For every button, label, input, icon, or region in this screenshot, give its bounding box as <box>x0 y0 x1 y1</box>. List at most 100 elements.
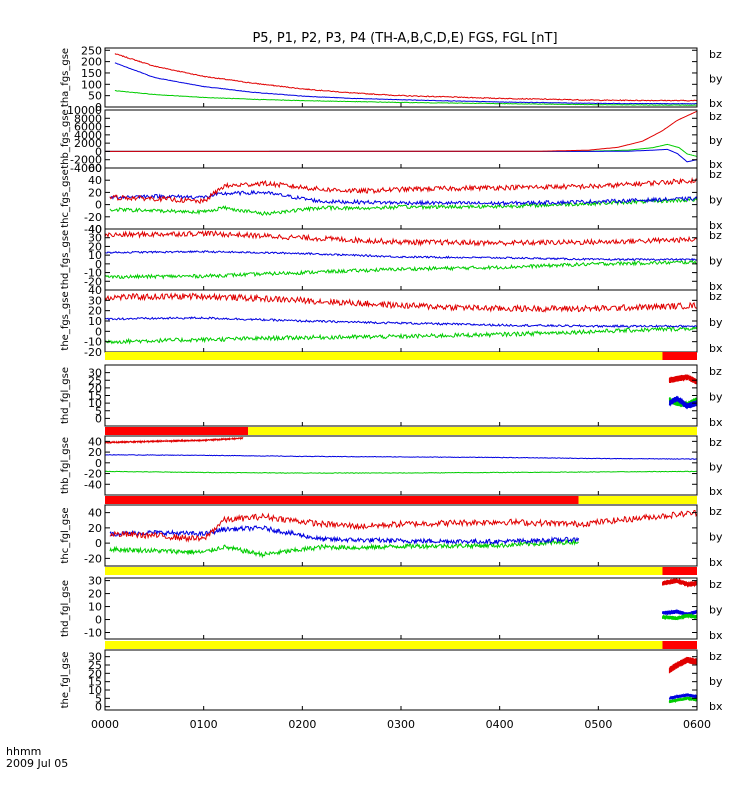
series-line-bz <box>668 374 698 385</box>
x-tick-label: 0300 <box>387 718 415 731</box>
series-label-bx: bx <box>709 416 723 429</box>
panel-frame <box>104 504 698 567</box>
series-line-by <box>104 259 698 280</box>
y-tick-label: 40 <box>88 507 102 520</box>
y-tick-label: 20 <box>88 240 102 253</box>
series-line-bz <box>104 292 698 313</box>
footer-label-hhmm: hhmm <box>6 745 41 758</box>
series-label-by: by <box>709 391 723 404</box>
y-tick-label: 8000 <box>74 112 102 125</box>
y-tick-label: 25 <box>88 374 102 387</box>
flag-segment-red <box>662 352 697 360</box>
series-line-bx <box>662 608 698 617</box>
series-line-bz <box>105 110 698 152</box>
x-tick-label: 0600 <box>683 718 711 731</box>
series-line-by <box>109 197 698 216</box>
flag-segment-red <box>105 427 249 435</box>
flag-segment-yellow <box>105 567 663 575</box>
y-tick-label: 0 <box>95 101 102 114</box>
y-axis-label: thc_fgs_gse <box>60 169 71 228</box>
y-tick-label: 30 <box>88 367 102 380</box>
series-line-bz <box>109 176 698 205</box>
y-tick-label: 0 <box>95 537 102 550</box>
y-tick-label: 10 <box>88 249 102 262</box>
series-label-by: by <box>709 531 723 544</box>
series-label-bx: bx <box>709 280 723 293</box>
flag-segment-red <box>662 641 697 649</box>
series-label-bx: bx <box>709 556 723 569</box>
y-tick-label: 0 <box>95 701 102 714</box>
y-tick-label: 200 <box>81 56 102 69</box>
flag-segment-yellow <box>248 427 698 435</box>
y-tick-label: 250 <box>81 44 102 57</box>
series-line-by <box>662 612 698 621</box>
series-label-by: by <box>709 134 723 147</box>
chart-title: P5, P1, P2, P3, P4 (TH-A,B,C,D,E) FGS, F… <box>252 31 557 46</box>
y-axis-label: thd_fgs_gse <box>60 230 71 289</box>
series-line-by <box>104 470 697 474</box>
y-tick-label: 20 <box>88 305 102 318</box>
y-tick-label: 25 <box>88 659 102 672</box>
y-tick-label: -40 <box>84 478 102 491</box>
y-tick-label: 60 <box>88 162 102 175</box>
y-tick-label: -2000 <box>70 154 102 167</box>
series-label-by: by <box>709 255 723 268</box>
series-line-bz <box>662 577 698 588</box>
y-tick-label: 0 <box>95 145 102 158</box>
footer-label-date: 2009 Jul 05 <box>6 757 68 770</box>
y-tick-label: 20 <box>88 186 102 199</box>
y-axis-label: thd_fgl_gse <box>60 367 71 424</box>
series-label-by: by <box>709 316 723 329</box>
series-line-by <box>105 143 698 157</box>
flag-segment-red <box>105 496 579 504</box>
y-tick-label: 100 <box>81 78 102 91</box>
series-label-bx: bx <box>709 158 723 171</box>
y-tick-label: 0 <box>95 325 102 338</box>
series-label-bz: bz <box>709 578 722 591</box>
y-tick-label: 40 <box>88 284 102 297</box>
series-label-by: by <box>709 194 723 207</box>
y-tick-label: 30 <box>88 232 102 245</box>
y-tick-label: 0 <box>95 412 102 425</box>
series-label-bx: bx <box>709 97 723 110</box>
y-tick-label: -20 <box>84 346 102 359</box>
series-label-bz: bz <box>709 436 722 449</box>
panel-frame <box>104 649 698 711</box>
y-tick-label: 2000 <box>74 137 102 150</box>
panel-frame <box>104 47 698 108</box>
panel-frame <box>104 289 698 353</box>
y-axis-label: the_fgs_gse <box>60 291 71 350</box>
series-label-bz: bz <box>709 650 722 663</box>
series-label-by: by <box>709 73 723 86</box>
flag-segment-yellow <box>105 641 663 649</box>
series-line-bz <box>668 656 698 674</box>
y-tick-label: -4000 <box>70 162 102 175</box>
y-tick-label: -20 <box>84 211 102 224</box>
flag-segment-red <box>662 567 697 575</box>
y-tick-label: -10 <box>84 267 102 280</box>
y-tick-label: 5 <box>95 405 102 418</box>
flag-segment-yellow <box>578 496 697 504</box>
y-tick-label: 20 <box>88 667 102 680</box>
x-tick-label: 0000 <box>91 718 119 731</box>
y-axis-label: tha_fgs_gse <box>60 48 71 107</box>
series-line-bz <box>109 510 698 543</box>
y-tick-label: 0 <box>95 457 102 470</box>
y-axis-label: thb_fgl_gse <box>60 437 71 494</box>
series-label-bx: bx <box>709 219 723 232</box>
series-line-bx <box>104 316 698 329</box>
y-tick-label: 20 <box>88 382 102 395</box>
panel-2: -4000-20000200040006000800010000thb_fgs_… <box>60 104 723 175</box>
panel-frame <box>104 364 698 427</box>
series-line-bx <box>104 454 698 460</box>
y-tick-label: 15 <box>88 676 102 689</box>
series-label-bz: bz <box>709 48 722 61</box>
y-tick-label: 5 <box>95 692 102 705</box>
series-label-bz: bz <box>709 110 722 123</box>
y-tick-label: -10 <box>84 627 102 640</box>
